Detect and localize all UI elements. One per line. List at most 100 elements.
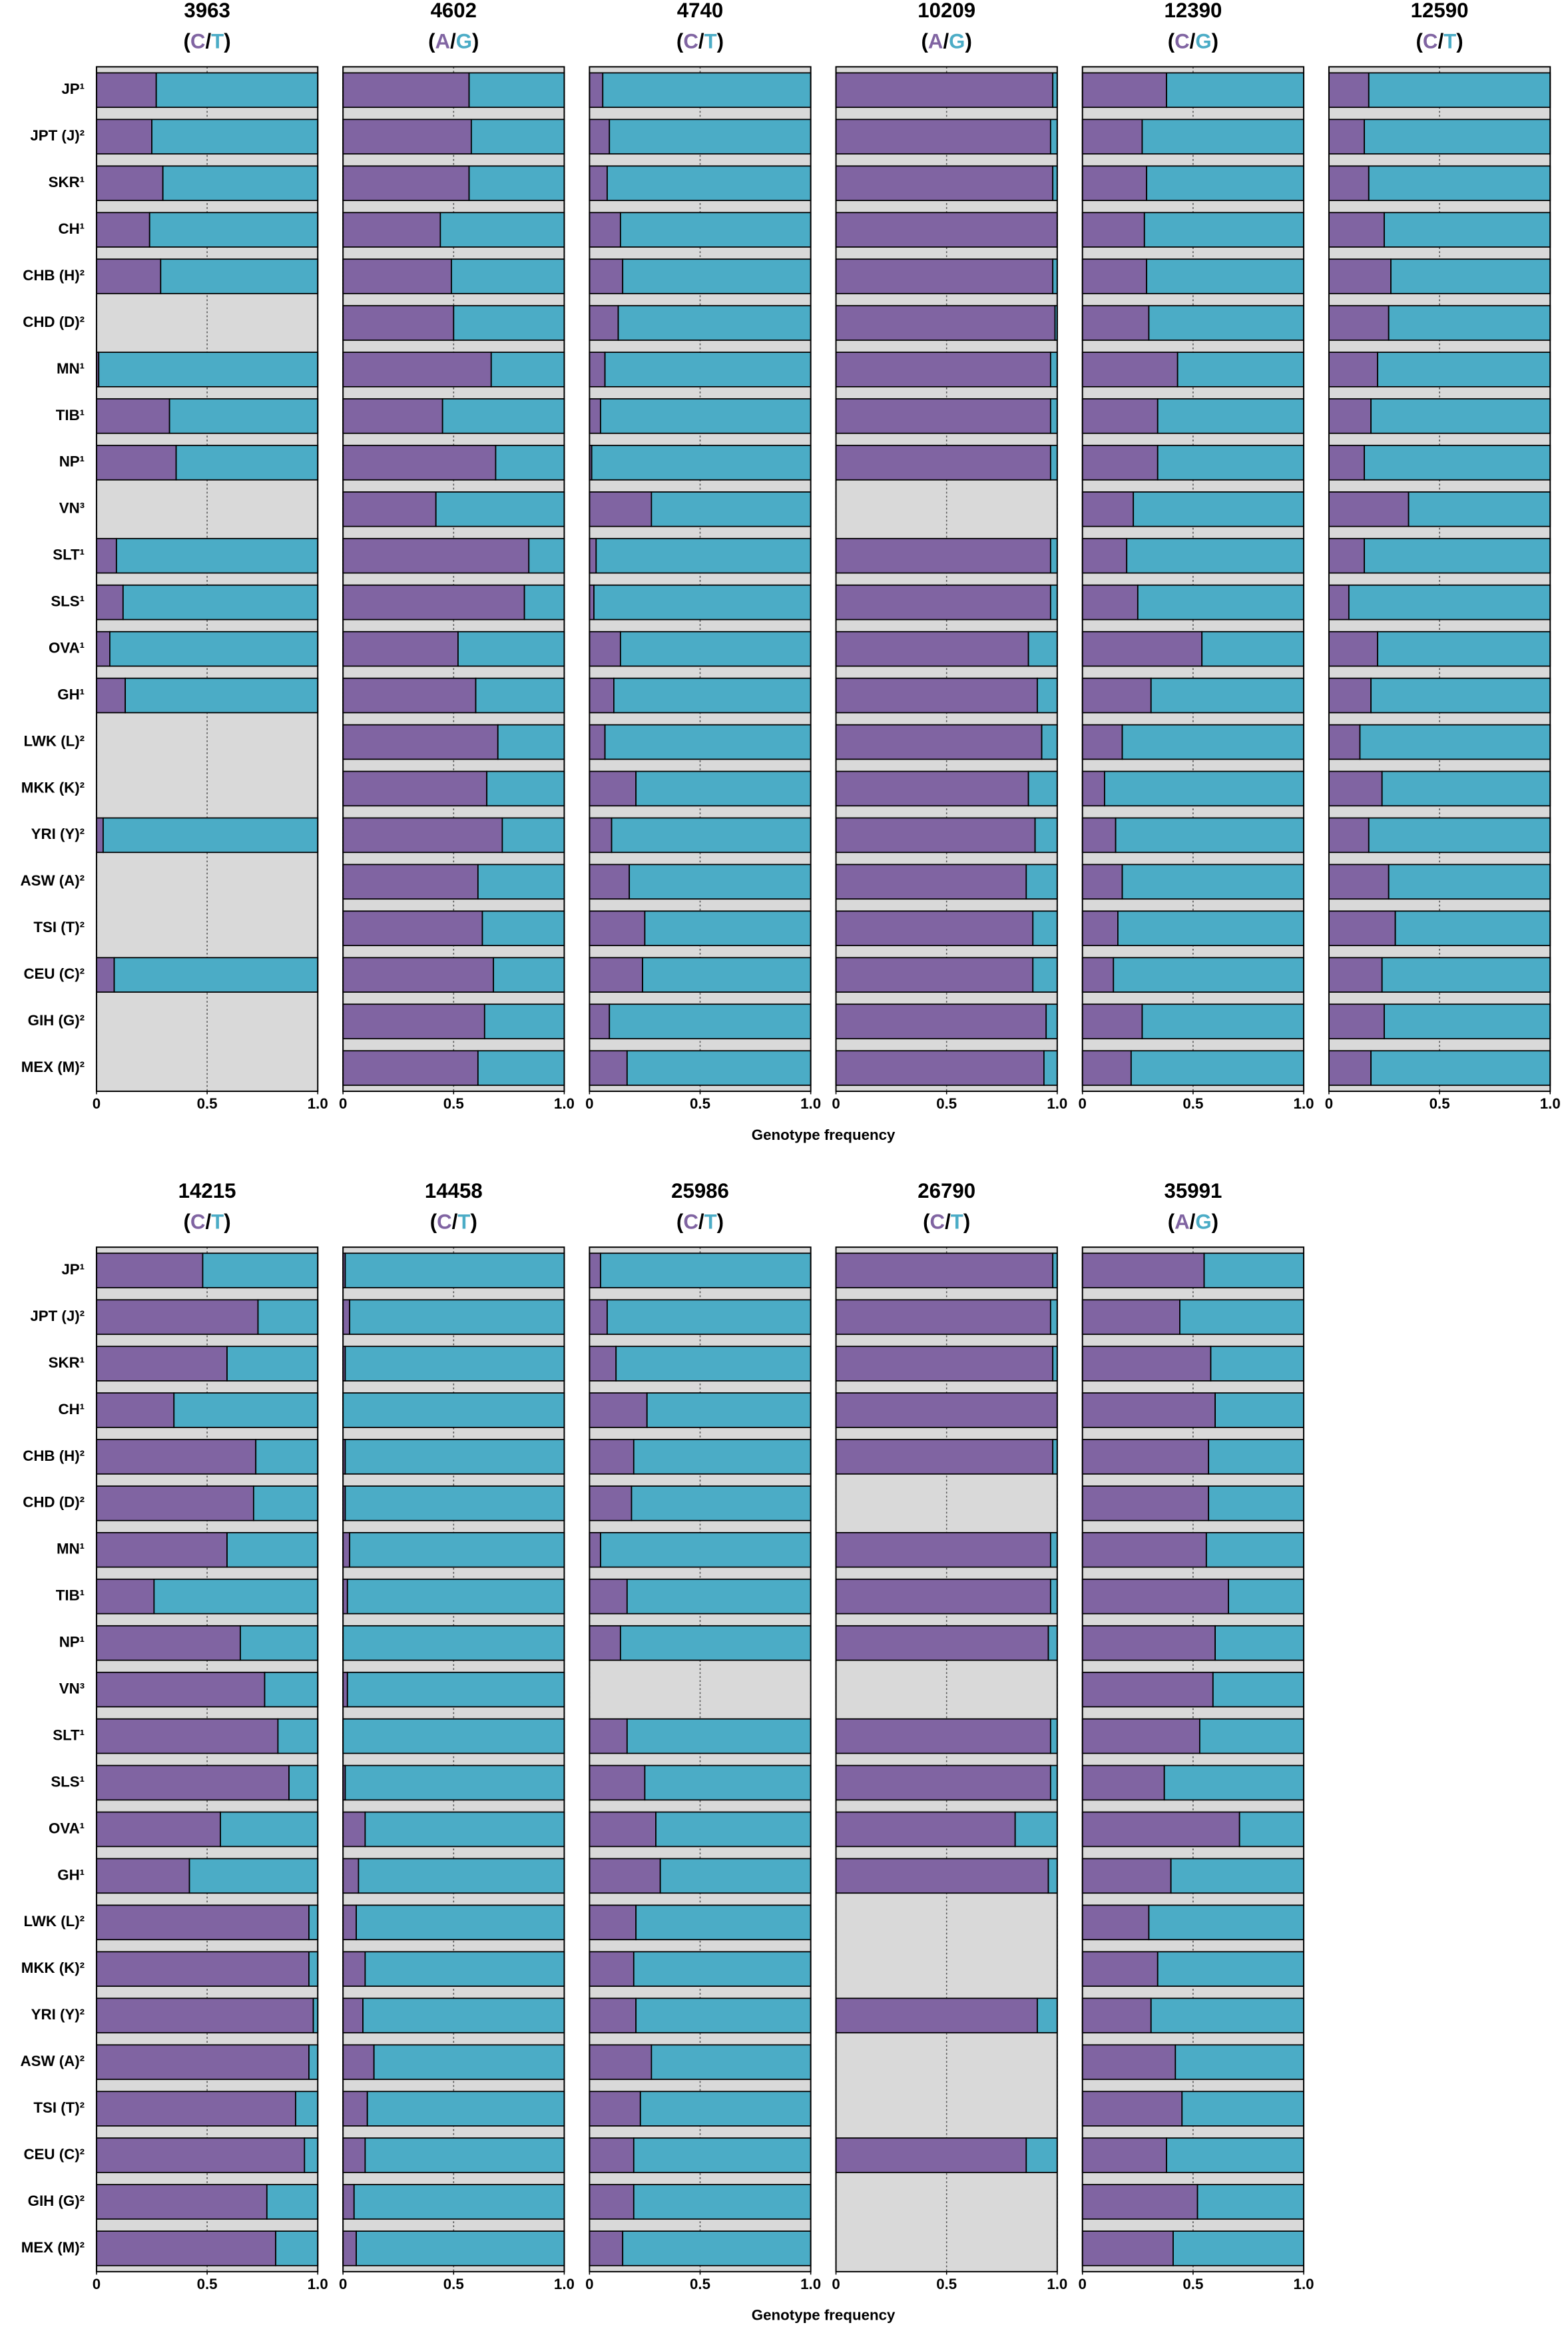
panel: 26790 (C/T) 0 0.5 1.0 [832, 1179, 1067, 2292]
category-label: LWK (L)² [23, 1913, 85, 1930]
subtitle-part: C [1423, 30, 1438, 53]
bar-segment [1081, 305, 1150, 341]
x-tick-label: 0 [832, 1095, 840, 1112]
bar-segment [115, 537, 319, 574]
bar-segment [615, 1346, 812, 1382]
bar-segment [96, 1904, 310, 1941]
bar-segment [626, 1050, 812, 1086]
bar-segment [342, 352, 492, 388]
subtitle-part: / [698, 1210, 704, 1234]
x-tick-label: 0 [1079, 1095, 1087, 1112]
bar-segment [342, 119, 472, 155]
bar-segment [1384, 1003, 1551, 1039]
bar-segment [589, 2137, 635, 2173]
bar-segment [257, 1299, 319, 1335]
bar-segment [835, 817, 1036, 854]
bar-segment [342, 1718, 565, 1754]
bar-segment [1081, 957, 1115, 993]
bar-segment [96, 631, 111, 667]
bar-segment [155, 72, 319, 109]
bar-segment [295, 2091, 319, 2127]
bar-segment [342, 1625, 565, 1661]
x-tick-label: 1.0 [1540, 1095, 1561, 1112]
bar-segment [1081, 1625, 1216, 1661]
bar-segment [1081, 2091, 1183, 2127]
subtitle-part: T [951, 1210, 963, 1234]
bar-segment [589, 910, 646, 947]
bar-segment [1179, 1299, 1304, 1335]
bar-segment [96, 212, 150, 248]
bar-segment [342, 398, 443, 434]
bar-segment [1214, 1392, 1304, 1428]
panel-subtitle: (C/T) [676, 30, 724, 53]
panel-title: 14458 [425, 1179, 483, 1202]
bar-segment [589, 1997, 637, 2033]
bar-segment [451, 258, 565, 294]
bar-segment [495, 445, 565, 481]
bar-segment [1115, 817, 1304, 854]
bar-segment [344, 1346, 565, 1382]
plot-border [1081, 66, 1305, 1093]
plot-border [1328, 66, 1551, 1093]
bar-segment [1166, 2137, 1304, 2173]
x-tick-label: 1.0 [800, 1095, 821, 1112]
bar-segment [1146, 165, 1304, 201]
plot-border [342, 66, 565, 1093]
bar-segment [470, 119, 565, 155]
bar-segment [1370, 398, 1551, 434]
bar-segment [589, 1485, 633, 1521]
category-label: CHD (D)² [23, 1494, 85, 1511]
subtitle-part: ) [963, 1210, 970, 1234]
bar-segment [490, 352, 565, 388]
bar-segment [589, 1951, 635, 1987]
x-tick-label: 0 [93, 1095, 101, 1112]
bar-segment [342, 817, 503, 854]
bar-segment [1081, 2184, 1198, 2220]
bar-segment [589, 1578, 628, 1615]
bar-segment [1049, 398, 1058, 434]
x-tick-label: 0 [832, 2276, 840, 2292]
bar-segment [1081, 631, 1203, 667]
bar-segment [364, 2137, 565, 2173]
bar-segment [835, 2137, 1027, 2173]
bar-segment [589, 305, 619, 341]
bar-segment [1328, 537, 1366, 574]
bar-segment [835, 305, 1056, 341]
bar-segment [96, 1764, 290, 1801]
bar-segment [589, 1003, 611, 1039]
bar-segment [483, 1003, 565, 1039]
panel-title: 14215 [178, 1179, 236, 1202]
x-tick-label: 0.5 [690, 1095, 710, 1112]
subtitle-part: / [452, 1210, 458, 1234]
category-label: YRI (Y)² [31, 2006, 85, 2023]
bar-segment [342, 1299, 351, 1335]
bar-segment [1201, 631, 1304, 667]
bar-segment [344, 1764, 565, 1801]
bar-segment [364, 1951, 565, 1987]
bar-segment [1208, 1439, 1304, 1475]
bar-segment [1081, 352, 1178, 388]
category-label: NP¹ [59, 1634, 85, 1651]
subtitle-part: A [1175, 1210, 1190, 1234]
x-tick-label: 0.5 [197, 1095, 218, 1112]
bar-segment [96, 119, 152, 155]
bar-segment [1049, 119, 1058, 155]
bar-segment [589, 491, 653, 527]
bar-segment [609, 1003, 812, 1039]
bar-segment [1113, 957, 1304, 993]
bar-segment [1081, 165, 1148, 201]
bar-segment [342, 1532, 351, 1568]
bar-segment [835, 724, 1043, 760]
bar-segment [609, 119, 812, 155]
bar-segment [366, 2091, 565, 2127]
bar-segment [1328, 119, 1366, 155]
x-tick-label: 1.0 [1047, 1095, 1067, 1112]
bar-segment [639, 2091, 812, 2127]
bar-segment [835, 677, 1038, 714]
bar-segment [602, 72, 812, 109]
x-tick-label: 1.0 [308, 1095, 328, 1112]
bar-segment [96, 445, 177, 481]
bar-segment [1047, 1625, 1058, 1661]
bar-segment [1328, 817, 1370, 854]
bar-segment [1081, 1904, 1150, 1941]
